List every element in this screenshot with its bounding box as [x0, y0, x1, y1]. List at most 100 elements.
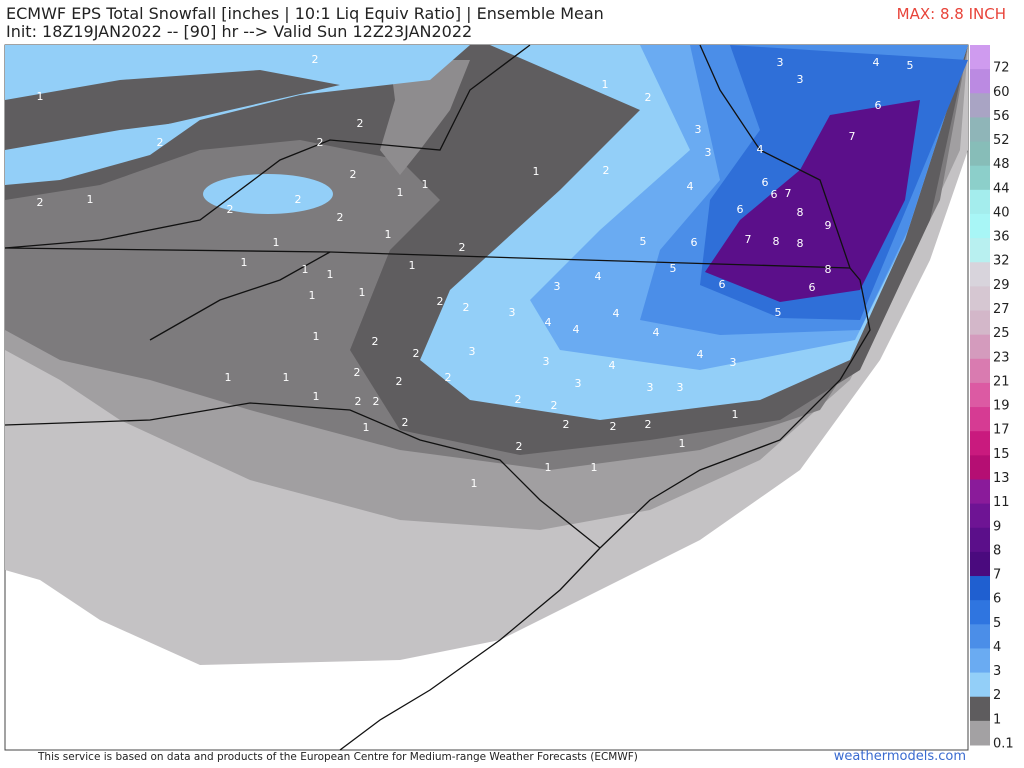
contour-label: 2 [515, 393, 522, 406]
colorbar-label: 21 [993, 374, 1010, 389]
contour-label: 3 [469, 345, 476, 358]
contour-label: 2 [372, 335, 379, 348]
contour-label: 2 [312, 53, 319, 66]
contour-label: 7 [849, 130, 856, 143]
colorbar-swatch [970, 576, 990, 601]
contour-label: 4 [613, 307, 620, 320]
colorbar-label: 44 [993, 181, 1010, 196]
contour-label: 1 [545, 461, 552, 474]
contour-label: 1 [602, 78, 609, 91]
contour-label: 1 [533, 165, 540, 178]
colorbar-swatch [970, 382, 990, 408]
contour-label: 5 [640, 235, 647, 248]
contour-label: 1 [732, 408, 739, 421]
colorbar-label: 32 [993, 254, 1010, 269]
contour-label: 4 [653, 326, 660, 339]
contour-label: 2 [603, 164, 610, 177]
contour-label: 8 [773, 235, 780, 248]
contour-label: 4 [757, 143, 764, 156]
contour-label: 7 [745, 233, 752, 246]
colorbar-label: 25 [993, 326, 1010, 341]
contour-label: 2 [227, 203, 234, 216]
colorbar-swatch [970, 189, 990, 215]
contour-label: 3 [575, 377, 582, 390]
colorbar-label: 15 [993, 447, 1010, 462]
contour-label: 2 [355, 395, 362, 408]
contour-label: 1 [313, 390, 320, 403]
colorbar-swatch [970, 334, 990, 360]
contour-label: 1 [309, 289, 316, 302]
colorbar-label: 13 [993, 471, 1010, 486]
contour-label: 2 [37, 196, 44, 209]
colorbar-swatch [970, 624, 990, 649]
contour-label: 4 [687, 180, 694, 193]
colorbar-swatch [970, 672, 990, 698]
contour-label: 9 [825, 219, 832, 232]
contour-label: 1 [87, 193, 94, 206]
colorbar-swatch [970, 286, 990, 312]
contour-label: 3 [543, 355, 550, 368]
colorbar-label: 52 [993, 133, 1010, 148]
contour-label: 3 [677, 381, 684, 394]
contour-label: 1 [225, 371, 232, 384]
colorbar-swatch [970, 238, 990, 263]
contour-label: 4 [697, 348, 704, 361]
colorbar-swatch [970, 213, 990, 239]
colorbar-label: 72 [993, 61, 1010, 76]
colorbar-label: 5 [993, 616, 1001, 631]
colorbar-label: 60 [993, 85, 1010, 100]
map [4, 44, 969, 751]
contour-label: 1 [591, 461, 598, 474]
contour-label: 2 [354, 366, 361, 379]
colorbar-label: 11 [993, 495, 1010, 510]
colorbar-label: 8 [993, 543, 1001, 558]
colorbar-label: 23 [993, 350, 1010, 365]
colorbar-label: 7 [993, 568, 1001, 583]
colorbar-label: 48 [993, 157, 1010, 172]
contour-label: 6 [771, 188, 778, 201]
contour-label: 2 [645, 91, 652, 104]
colorbar-swatch [970, 93, 990, 118]
contour-label: 7 [785, 187, 792, 200]
colorbar-label: 2 [993, 688, 1001, 703]
contour-label: 1 [302, 263, 309, 276]
colorbar-swatch [970, 358, 990, 384]
contour-label: 2 [373, 395, 380, 408]
contour-label: 2 [337, 211, 344, 224]
contour-label: 1 [679, 437, 686, 450]
credit: This service is based on data and produc… [37, 751, 638, 763]
contour-label: 1 [409, 259, 416, 272]
contour-label: 1 [471, 477, 478, 490]
colorbar-label: 9 [993, 519, 1001, 534]
colorbar-label: 0.1 [993, 737, 1014, 752]
colorbar-label: 29 [993, 278, 1010, 293]
colorbar-label: 19 [993, 399, 1010, 414]
colorbar-swatch [970, 696, 990, 722]
colorbar-swatch [970, 407, 990, 432]
contour-label: 2 [645, 418, 652, 431]
colorbar-label: 4 [993, 640, 1001, 655]
contour-label: 3 [730, 356, 737, 369]
contour-label: 1 [327, 268, 334, 281]
contour-label: 1 [37, 90, 44, 103]
contour-label: 3 [797, 73, 804, 86]
contour-label: 3 [554, 280, 561, 293]
contour-label: 2 [437, 295, 444, 308]
contour-label: 2 [445, 371, 452, 384]
contour-label: 4 [595, 270, 602, 283]
max-label: MAX: 8.8 INCH [897, 5, 1006, 23]
contour-label: 1 [422, 178, 429, 191]
subtitle: Init: 18Z19JAN2022 -- [90] hr --> Valid … [6, 22, 472, 41]
colorbar-label: 3 [993, 664, 1001, 679]
colorbar-swatch [970, 479, 990, 505]
contour-label: 2 [357, 117, 364, 130]
site[interactable]: weathermodels.com [834, 749, 966, 764]
contour-label: 2 [516, 440, 523, 453]
colorbar-swatch [970, 117, 990, 143]
contour-label: 2 [459, 241, 466, 254]
contour-label: 2 [157, 136, 164, 149]
contour-label: 2 [563, 418, 570, 431]
contour-label: 6 [875, 99, 882, 112]
colorbar-swatch [970, 165, 990, 191]
